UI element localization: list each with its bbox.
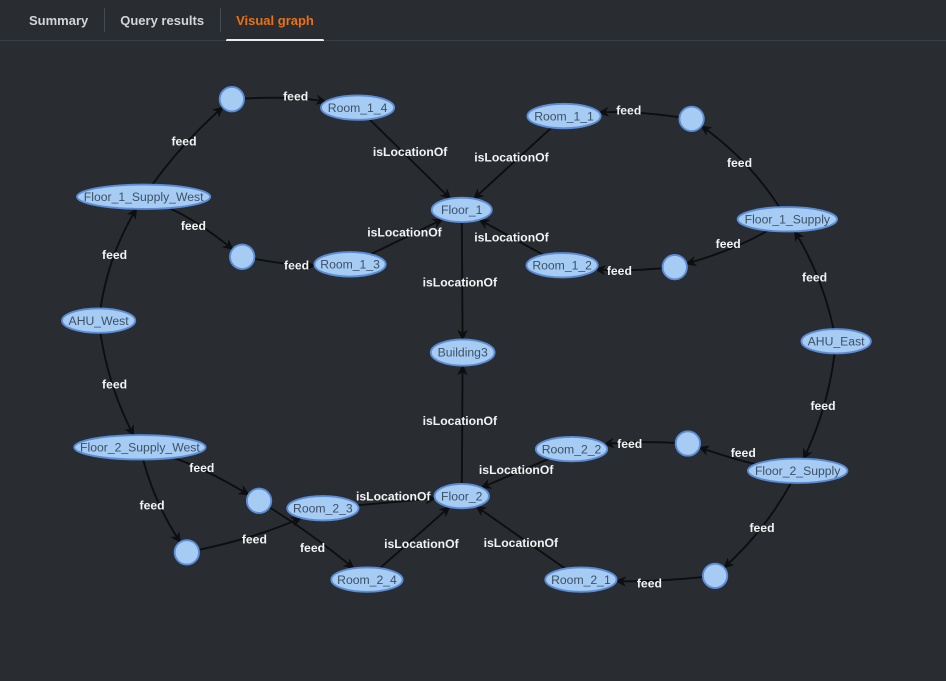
junction-node-j4[interactable]	[661, 253, 688, 281]
edge-j1-room_1_4[interactable]	[244, 94, 328, 105]
edge-fsw2-j7[interactable]	[142, 459, 182, 544]
edge-room_1_4-floor_1[interactable]	[368, 118, 452, 200]
visual-graph-svg[interactable]: Room_1_4Room_1_1Floor_1_Supply_WestFloor…	[0, 41, 946, 680]
edge-label-j1-room_1_4: feed	[283, 90, 308, 104]
edge-j6-room_2_4[interactable]	[268, 506, 355, 570]
edge-label-room_2_4-floor_2: isLocationOf	[384, 537, 459, 551]
edge-label-j2-room_1_1: feed	[616, 104, 641, 118]
junction-node-j3[interactable]	[229, 243, 256, 270]
edge-j3-room_1_3[interactable]	[254, 257, 317, 272]
graph-node-ahu_west[interactable]	[61, 307, 137, 334]
edge-j2-room_1_1[interactable]	[597, 106, 680, 119]
graph-node-ahu_east[interactable]	[800, 328, 872, 355]
edge-j4-room_1_2[interactable]	[594, 265, 663, 276]
tab-summary[interactable]: Summary	[13, 0, 104, 40]
graph-node-fsw2[interactable]	[73, 434, 207, 461]
edge-f2s-j8[interactable]	[722, 482, 792, 569]
tab-summary-label: Summary	[29, 12, 89, 28]
graph-node-room_2_2[interactable]	[534, 436, 609, 463]
edge-room_2_3-floor_2[interactable]	[357, 494, 437, 507]
graph-node-floor_1[interactable]	[430, 196, 493, 224]
edge-room_1_1-floor_1[interactable]	[472, 126, 553, 200]
junction-node-j7[interactable]	[173, 539, 200, 566]
edge-room_2_2-floor_2[interactable]	[479, 457, 550, 489]
graph-node-room_1_2[interactable]	[525, 252, 599, 279]
graph-node-room_2_4[interactable]	[330, 566, 404, 593]
edge-label-floor_2-building3: isLocationOf	[423, 414, 498, 428]
graph-node-room_2_3[interactable]	[286, 495, 360, 522]
tab-visual-graph-label: Visual graph	[236, 12, 314, 28]
edge-floor_1-building3[interactable]	[457, 222, 468, 341]
junction-node-j8[interactable]	[701, 562, 729, 589]
edge-room_2_4-floor_2[interactable]	[379, 505, 451, 569]
edge-floor_2-building3[interactable]	[457, 364, 468, 484]
tab-query-results-label: Query results	[120, 12, 205, 28]
edge-f1s-j2[interactable]	[700, 125, 781, 208]
edge-fsw2-j6[interactable]	[172, 456, 250, 496]
edge-f2s-j5[interactable]	[697, 445, 757, 465]
graph-node-f2s[interactable]	[746, 457, 849, 484]
edge-room_1_2-floor_1[interactable]	[478, 218, 544, 256]
edge-label-j8-room_2_1: feed	[637, 577, 662, 591]
edge-label-room_1_4-floor_1: isLocationOf	[373, 145, 448, 159]
edge-ahu_west-fsw1[interactable]	[99, 207, 138, 309]
edge-f1s-j4[interactable]	[684, 229, 769, 267]
junction-node-j6[interactable]	[245, 487, 273, 514]
edge-fsw1-j1[interactable]	[151, 106, 224, 186]
graph-node-room_2_1[interactable]	[544, 566, 618, 593]
edge-j7-room_2_3[interactable]	[198, 517, 303, 551]
edge-label-ahu_east-f1s: feed	[802, 271, 827, 285]
graph-node-room_1_4[interactable]	[320, 94, 396, 121]
edge-label-floor_1-building3: isLocationOf	[423, 275, 498, 289]
graph-node-room_1_1[interactable]	[526, 102, 602, 130]
results-tabbar: Summary Query results Visual graph	[0, 0, 946, 42]
edge-room_1_3-floor_1[interactable]	[370, 218, 444, 256]
edge-j8-room_2_1[interactable]	[614, 576, 704, 587]
edge-fsw1-j3[interactable]	[168, 207, 234, 251]
graph-node-room_1_3[interactable]	[313, 251, 387, 278]
edge-ahu_east-f1s[interactable]	[793, 230, 835, 330]
edge-j5-room_2_2[interactable]	[602, 437, 676, 449]
graph-node-fsw1[interactable]	[76, 183, 212, 210]
tab-visual-graph[interactable]: Visual graph	[220, 0, 330, 42]
edge-label-room_1_1-floor_1: isLocationOf	[474, 151, 549, 165]
edge-label-room_2_2-floor_2: isLocationOf	[479, 463, 554, 477]
graph-canvas[interactable]: Room_1_4 Room_1_1 Floor_1_Supply_West Floor…	[0, 41, 946, 680]
edge-label-fsw2-j7: feed	[140, 499, 165, 513]
edge-ahu_east-f2s[interactable]	[802, 353, 836, 461]
graph-node-floor_2[interactable]	[433, 482, 490, 510]
junction-node-j1[interactable]	[218, 86, 245, 113]
tab-query-results[interactable]: Query results	[104, 0, 220, 40]
graph-node-f1s[interactable]	[736, 206, 839, 233]
edge-room_2_1-floor_2[interactable]	[475, 505, 566, 570]
graph-node-building3[interactable]	[429, 338, 496, 367]
edge-label-j5-room_2_2: feed	[617, 437, 642, 451]
junction-node-j5[interactable]	[674, 430, 702, 457]
edge-ahu_west-fsw2[interactable]	[99, 332, 135, 437]
junction-node-j2[interactable]	[678, 105, 705, 133]
